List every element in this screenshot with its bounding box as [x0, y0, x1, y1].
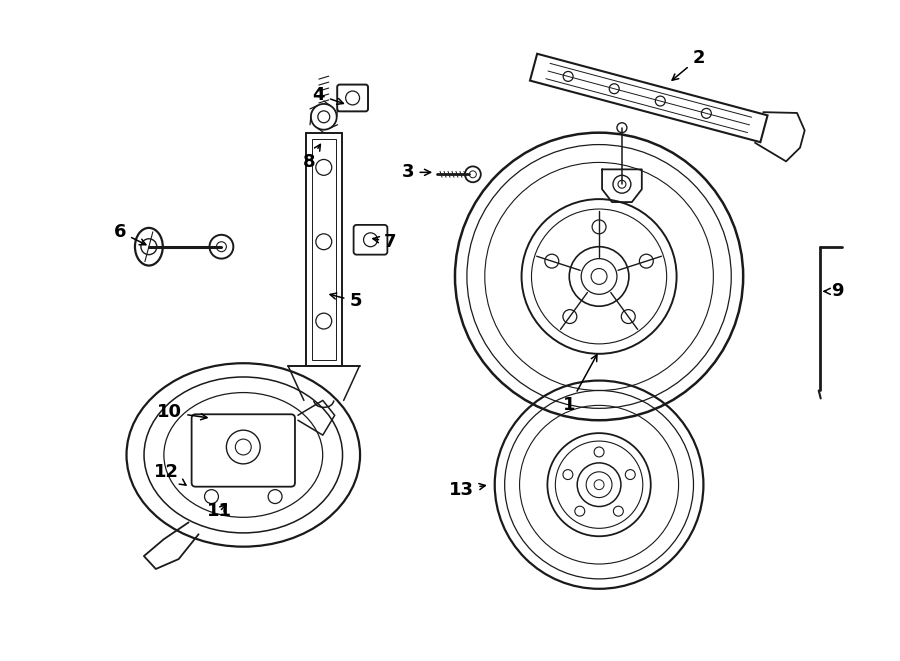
Text: 7: 7 — [373, 233, 397, 251]
Text: 9: 9 — [824, 282, 844, 300]
Text: 6: 6 — [113, 223, 146, 245]
Text: 11: 11 — [207, 502, 232, 520]
Text: 5: 5 — [330, 292, 362, 310]
Bar — [312, 139, 336, 360]
Text: 12: 12 — [154, 463, 186, 485]
Text: 4: 4 — [312, 86, 344, 104]
Text: 10: 10 — [158, 403, 207, 421]
Bar — [306, 133, 342, 366]
Text: 1: 1 — [563, 355, 597, 414]
Text: 8: 8 — [302, 144, 320, 171]
Text: 3: 3 — [402, 163, 430, 181]
Text: 13: 13 — [449, 481, 485, 498]
Text: 2: 2 — [672, 50, 705, 80]
